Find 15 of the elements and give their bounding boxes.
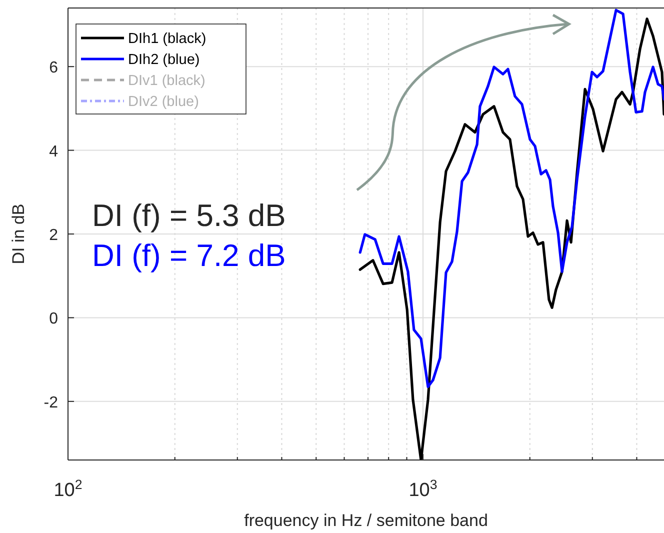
legend-label: DIv1 (black) — [128, 73, 206, 89]
y-tick-label: 6 — [49, 60, 58, 77]
y-tick-label: 4 — [49, 143, 58, 160]
y-tick-label: 0 — [49, 310, 58, 328]
legend-label: DIh1 (black) — [128, 31, 206, 47]
annotation: DI (f) = 5.3 dB — [92, 198, 286, 233]
x-tick-label: 10$^{3}$ — [408, 476, 438, 501]
annotation: DI (f) = 7.2 dB — [92, 238, 286, 273]
y-tick-label: -2 — [44, 394, 58, 412]
x-axis-title: frequency in Hz / semitone band — [244, 511, 488, 530]
legend-label: DIh2 (blue) — [128, 52, 200, 68]
x-tick-label: 10$^{2}$ — [54, 476, 82, 501]
y-tick-label: 2 — [49, 227, 58, 244]
legend-label: DIv2 (blue) — [128, 94, 199, 110]
y-axis-title: DI in dB — [9, 204, 28, 264]
